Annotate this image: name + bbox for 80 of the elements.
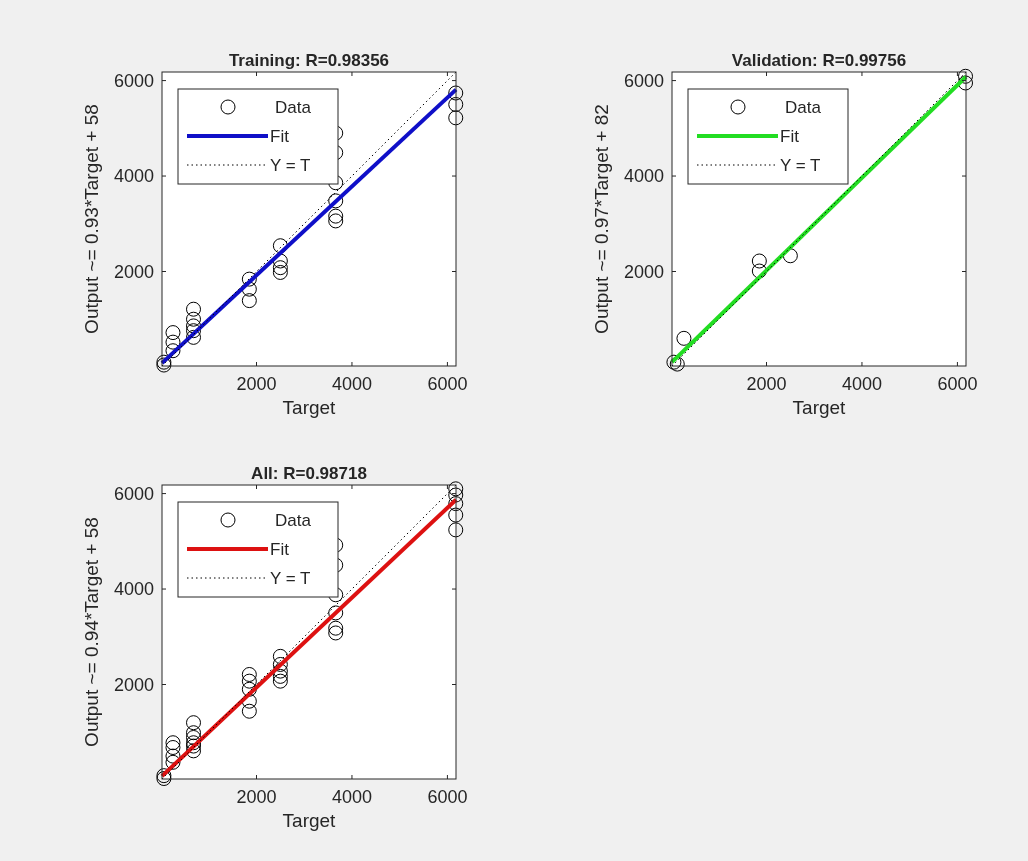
point bbox=[958, 75, 974, 91]
point bbox=[328, 625, 344, 641]
point bbox=[241, 293, 257, 309]
point bbox=[448, 481, 464, 497]
legend-label: Y = T bbox=[270, 569, 311, 588]
legend-label: Fit bbox=[780, 127, 800, 146]
y-tick-label: 4000 bbox=[623, 166, 664, 187]
point bbox=[328, 213, 344, 229]
point bbox=[272, 673, 288, 689]
point bbox=[186, 725, 201, 741]
point bbox=[165, 343, 181, 359]
x-tick-label: 2000 bbox=[746, 374, 787, 394]
point bbox=[241, 666, 257, 682]
point bbox=[241, 703, 257, 719]
y-tick-label: 4000 bbox=[113, 166, 154, 187]
chart-title: Validation: R=0.99756 bbox=[731, 51, 907, 70]
point bbox=[448, 522, 464, 538]
point bbox=[448, 110, 464, 126]
point bbox=[241, 681, 257, 697]
point bbox=[448, 507, 464, 523]
point bbox=[165, 740, 181, 755]
point bbox=[751, 253, 767, 269]
point bbox=[186, 323, 201, 339]
x-tick-label: 6000 bbox=[427, 787, 468, 807]
x-axis-title: Target bbox=[792, 397, 847, 418]
x-tick-label: 2000 bbox=[236, 787, 277, 807]
point bbox=[186, 715, 201, 731]
point bbox=[448, 496, 464, 512]
x-tick-label: 4000 bbox=[841, 374, 882, 394]
y-axis-title: Output ~= 0.97*Target + 82 bbox=[591, 104, 612, 334]
x-tick-label: 6000 bbox=[427, 374, 468, 394]
point bbox=[241, 271, 257, 287]
point bbox=[186, 311, 201, 327]
y-axis-title: Output ~= 0.94*Target + 58 bbox=[81, 517, 102, 747]
point bbox=[165, 334, 181, 350]
legend-label: Data bbox=[275, 511, 312, 530]
legend-label: Y = T bbox=[270, 156, 311, 175]
point bbox=[328, 193, 344, 209]
y-axis-title: Output ~= 0.93*Target + 58 bbox=[81, 104, 102, 334]
y-tick-label: 2000 bbox=[113, 674, 154, 695]
y-tick-label: 6000 bbox=[623, 70, 664, 91]
point bbox=[751, 263, 767, 279]
legend-label: Data bbox=[785, 98, 822, 117]
point bbox=[448, 96, 464, 112]
point bbox=[272, 663, 288, 679]
point bbox=[328, 605, 344, 621]
point bbox=[186, 743, 201, 759]
chart-title: All: R=0.98718 bbox=[251, 464, 367, 483]
point bbox=[186, 301, 201, 317]
point bbox=[328, 208, 344, 224]
legend-label: Data bbox=[275, 98, 312, 117]
legend-label: Fit bbox=[270, 127, 290, 146]
y-tick-label: 2000 bbox=[113, 261, 154, 282]
x-tick-label: 2000 bbox=[236, 374, 277, 394]
point bbox=[241, 673, 257, 689]
y-tick-label: 6000 bbox=[113, 70, 154, 91]
point bbox=[328, 620, 344, 636]
x-tick-label: 4000 bbox=[331, 787, 372, 807]
point bbox=[448, 85, 464, 101]
y-tick-label: 2000 bbox=[623, 261, 664, 282]
chart-title: Training: R=0.98356 bbox=[228, 51, 390, 70]
point bbox=[676, 330, 692, 346]
point bbox=[165, 754, 181, 770]
point bbox=[272, 264, 288, 280]
point bbox=[272, 656, 288, 672]
legend-label: Fit bbox=[270, 540, 290, 559]
legend-label: Y = T bbox=[780, 156, 821, 175]
point bbox=[165, 735, 181, 751]
point bbox=[186, 329, 201, 345]
x-tick-label: 6000 bbox=[937, 374, 978, 394]
point bbox=[958, 68, 974, 84]
y-tick-label: 4000 bbox=[113, 579, 154, 600]
x-tick-label: 4000 bbox=[331, 374, 372, 394]
point bbox=[448, 487, 464, 503]
point bbox=[165, 325, 181, 341]
x-axis-title: Target bbox=[282, 810, 337, 831]
y-tick-label: 6000 bbox=[113, 483, 154, 504]
point bbox=[272, 260, 288, 276]
point bbox=[272, 668, 288, 684]
x-axis-title: Target bbox=[282, 397, 337, 418]
